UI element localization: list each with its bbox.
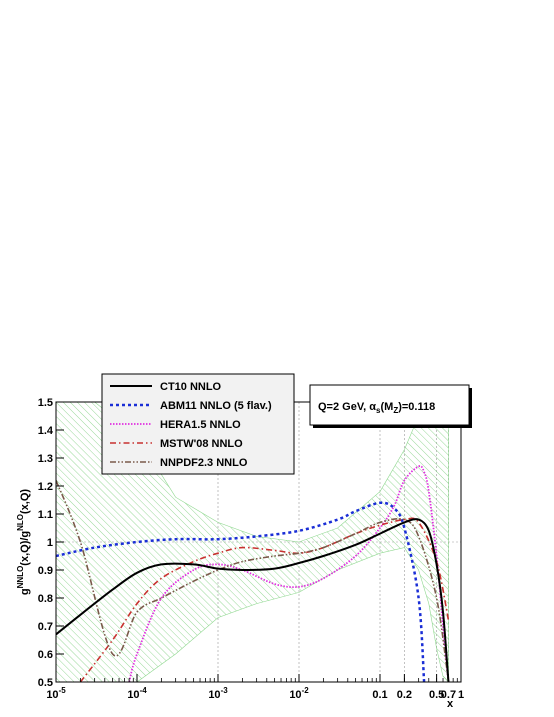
x-tick-label: 10-4 xyxy=(127,686,147,701)
x-tick-label: 10-2 xyxy=(289,686,309,701)
annotation-text: Q=2 GeV, αs(MZ)=0.118 xyxy=(318,401,435,415)
y-label-mid1: (x,Q)/g xyxy=(19,531,31,566)
legend-label-0: CT10 NNLO xyxy=(160,381,222,393)
annotation-box: Q=2 GeV, αs(MZ)=0.118 xyxy=(309,384,472,428)
y-tick-label: 0.5 xyxy=(38,677,53,689)
y-tick-label: 1 xyxy=(47,537,53,549)
legend-label-2: HERA1.5 NNLO xyxy=(160,419,241,431)
x-tick-label: 1 xyxy=(458,689,464,701)
x-tick-label: 10-5 xyxy=(46,686,66,701)
y-tick-label: 0.6 xyxy=(38,649,53,661)
x-tick-label: 0.7 xyxy=(441,689,456,701)
y-tick-label: 0.9 xyxy=(38,565,53,577)
y-tick-label: 0.7 xyxy=(38,621,53,633)
series-line-3 xyxy=(79,517,450,682)
y-tick-label: 0.8 xyxy=(38,593,53,605)
y-label-sup1: NNLO xyxy=(16,566,25,589)
x-tick-label: 10-3 xyxy=(208,686,228,701)
y-tick-label: 1.3 xyxy=(38,453,53,465)
legend-label-4: NNPDF2.3 NNLO xyxy=(160,457,248,469)
y-tick-label: 1.2 xyxy=(38,481,53,493)
series-line-0 xyxy=(56,518,450,682)
legend-label-3: MSTW'08 NNLO xyxy=(160,438,243,450)
y-axis-label: gNNLO(x,Q)/gNLO(x,Q) xyxy=(16,489,31,596)
legend: CT10 NNLO ABM11 NNLO (5 flav.) HERA1.5 NNL… xyxy=(101,373,295,475)
y-label-sup2: NLO xyxy=(16,514,25,531)
series-group xyxy=(56,465,450,682)
y-tick-label: 1.4 xyxy=(38,425,54,437)
series-line-4 xyxy=(56,480,450,682)
x-axis-label: x xyxy=(447,698,454,710)
series-line-2 xyxy=(128,465,450,682)
y-label-mid2: (x,Q) xyxy=(19,489,31,514)
y-label-g1: g xyxy=(19,588,31,595)
y-tick-label: 1.5 xyxy=(38,397,53,409)
legend-label-1: ABM11 NNLO (5 flav.) xyxy=(160,400,272,412)
x-tick-label: 0.2 xyxy=(397,689,412,701)
x-tick-label: 0.5 xyxy=(429,689,444,701)
x-tick-label: 0.1 xyxy=(372,689,387,701)
y-tick-label: 1.1 xyxy=(38,509,53,521)
axis-ticks: 0.5 0.6 0.7 0.8 0.9 1 1.1 1.2 1.3 1.4 1.5 10-5 10-4 1… xyxy=(38,397,464,701)
